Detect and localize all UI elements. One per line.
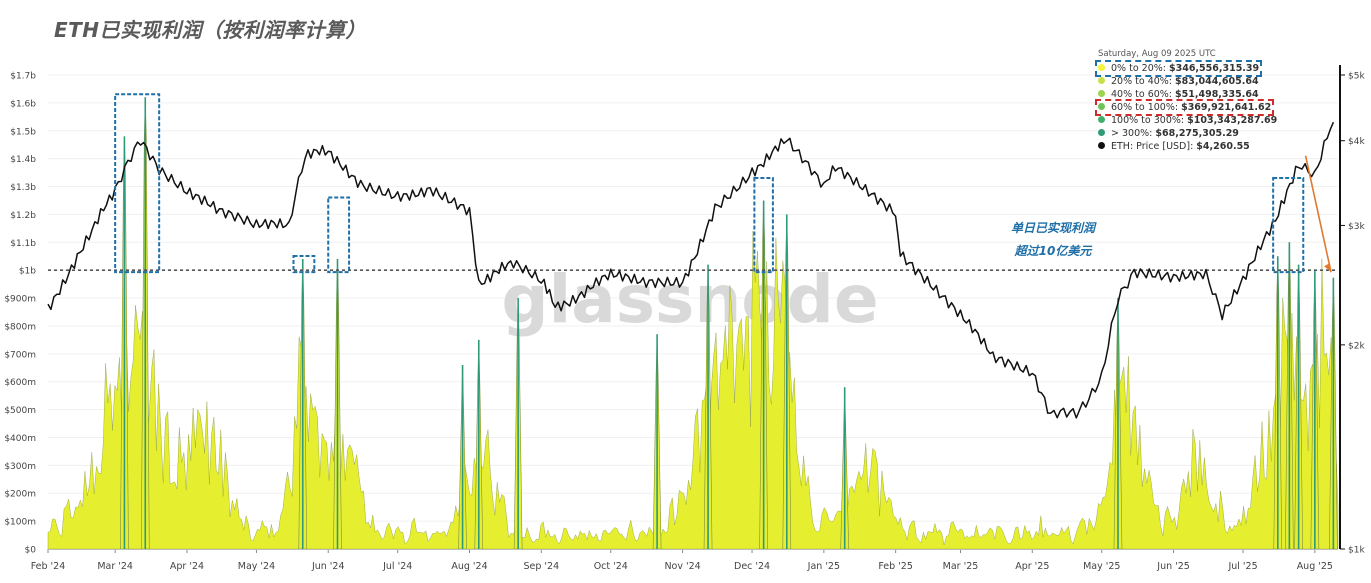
x-axis-tick-label: Jan '25 <box>807 561 840 572</box>
chart-title: ETH已实现利润（按利润率计算） <box>54 18 367 42</box>
x-axis-tick-label: May '25 <box>1083 561 1120 572</box>
legend-value: $68,275,305.29 <box>1155 128 1239 139</box>
highlight-box <box>114 93 161 274</box>
left-axis-tick-label: $300m <box>4 462 36 472</box>
legend-value: $369,921,641.62 <box>1181 102 1272 113</box>
legend-date: Saturday, Aug 09 2025 UTC <box>1098 49 1216 59</box>
x-axis-tick-label: Feb '25 <box>878 561 913 572</box>
legend-value: $346,556,315.39 <box>1168 63 1260 74</box>
legend-tooltip: Saturday, Aug 09 2025 UTC 0% to 20%: $34… <box>1092 49 1277 153</box>
x-axis-tick-label: Mar '24 <box>97 561 133 572</box>
legend-label: 0% to 20%: <box>1111 63 1169 74</box>
legend-item: 0% to 20%: $346,556,315.39 <box>1092 60 1272 77</box>
legend-item-content: 40% to 60%: $51,498,335.64 <box>1098 89 1259 100</box>
left-axis-tick-label: $700m <box>4 350 36 360</box>
left-axis-tick-label: $1.1b <box>10 239 36 249</box>
legend-value: $103,343,287.69 <box>1187 115 1278 126</box>
axis-layer: $0 $100m $200m $300m $400m $500m $600m $700m $80… <box>4 65 1365 572</box>
x-axis-tick-label: Apr '25 <box>1015 561 1049 572</box>
price-line-layer <box>47 121 1335 419</box>
legend-label: 40% to 60%: <box>1111 89 1176 100</box>
legend-item: ETH: Price [USD]: $4,260.55 <box>1092 140 1272 153</box>
legend-item: 20% to 40%: $83,044,605.64 <box>1092 75 1272 88</box>
highlight-box-layer <box>114 93 1332 274</box>
legend-rows: 0% to 20%: $346,556,315.39 20% to 40%: $8… <box>1092 60 1277 153</box>
legend-dot-icon <box>1098 90 1105 97</box>
legend-label: 20% to 40%: <box>1111 76 1176 87</box>
x-axis-tick-label: Jun '24 <box>311 561 345 572</box>
legend-dot-icon <box>1098 116 1105 123</box>
legend-label: 60% to 100%: <box>1111 102 1182 113</box>
legend-label: > 300%: <box>1111 128 1156 139</box>
legend-dot-icon <box>1098 129 1105 136</box>
left-axis-tick-label: $100m <box>4 518 36 528</box>
right-axis-tick-label: $4k <box>1348 137 1365 147</box>
legend-dot-icon <box>1098 103 1105 110</box>
x-axis-tick-label: Aug '25 <box>1297 561 1333 572</box>
annotation-line1: 单日已实现利润 <box>1010 221 1095 235</box>
highlight-box <box>753 176 774 274</box>
legend-item-content: > 300%: $68,275,305.29 <box>1098 128 1239 139</box>
legend-item: 40% to 60%: $51,498,335.64 <box>1092 88 1272 101</box>
left-axis-tick-label: $200m <box>4 490 36 500</box>
right-axis-tick-label: $5k <box>1348 72 1365 82</box>
legend-value: $51,498,335.64 <box>1175 89 1259 100</box>
right-axis-tick-label: $1k <box>1348 546 1365 556</box>
left-axis-tick-label: $400m <box>4 434 36 444</box>
annotation-line2: 超过10亿美元 <box>1014 244 1092 258</box>
x-axis-tick-label: Aug '24 <box>451 561 487 572</box>
left-axis-tick-label: $600m <box>4 378 36 388</box>
left-axis-tick-label: $500m <box>4 406 36 416</box>
legend-item: 100% to 300%: $103,343,287.69 <box>1092 114 1277 127</box>
x-axis-tick-label: Dec '24 <box>734 561 770 572</box>
legend-dot-icon <box>1098 142 1105 149</box>
x-axis-tick-label: Jul '25 <box>1227 561 1257 572</box>
x-axis-tick-label: Nov '24 <box>664 561 700 572</box>
legend-item-content: 60% to 100%: $369,921,641.62 <box>1094 99 1275 116</box>
left-axis-tick-label: $1.4b <box>10 155 36 165</box>
legend-dot-icon <box>1098 64 1105 71</box>
left-axis-tick-label: $1b <box>19 267 36 277</box>
legend-item-content: 0% to 20%: $346,556,315.39 <box>1094 60 1263 77</box>
left-axis-tick-label: $1.7b <box>10 72 36 82</box>
legend-item-content: 20% to 40%: $83,044,605.64 <box>1098 76 1259 87</box>
left-axis-tick-label: $1.3b <box>10 183 36 193</box>
legend-item-content: ETH: Price [USD]: $4,260.55 <box>1098 141 1250 152</box>
legend-dot-icon <box>1098 77 1105 84</box>
arrow-head <box>1324 263 1332 273</box>
left-axis-tick-label: $0 <box>25 546 37 556</box>
left-axis-tick-label: $1.2b <box>10 211 36 221</box>
legend-label: 100% to 300%: <box>1111 115 1188 126</box>
x-axis-tick-label: Oct '24 <box>594 561 628 572</box>
legend-item: > 300%: $68,275,305.29 <box>1092 127 1272 140</box>
left-axis-tick-label: $1.5b <box>10 127 36 137</box>
highlight-box <box>1272 176 1305 274</box>
eth-price-line <box>47 121 1335 419</box>
legend-item: 60% to 100%: $369,921,641.62 <box>1092 99 1275 116</box>
x-axis-tick-label: Jul '24 <box>382 561 412 572</box>
arrow-line <box>1304 155 1332 273</box>
x-axis-tick-label: Jun '25 <box>1156 561 1190 572</box>
legend-value: $83,044,605.64 <box>1175 76 1259 87</box>
left-axis-tick-label: $1.6b <box>10 99 36 109</box>
x-axis-tick-label: May '24 <box>238 561 275 572</box>
x-axis-tick-label: Feb '24 <box>31 561 66 572</box>
left-axis-tick-label: $900m <box>4 295 36 305</box>
left-axis-tick-label: $800m <box>4 322 36 332</box>
right-axis-tick-label: $2k <box>1348 341 1365 351</box>
legend-value: $4,260.55 <box>1196 141 1250 152</box>
legend-item-content: 100% to 300%: $103,343,287.69 <box>1098 115 1277 126</box>
band-0-20-area <box>47 230 1339 550</box>
x-axis-tick-label: Apr '24 <box>170 561 204 572</box>
x-axis-tick-label: Mar '25 <box>943 561 979 572</box>
highlight-box <box>327 196 351 274</box>
watermark-text: glassnode <box>501 261 878 338</box>
x-axis-tick-label: Sep '24 <box>523 561 559 572</box>
right-axis-tick-label: $3k <box>1348 222 1365 232</box>
legend-label: ETH: Price [USD]: <box>1111 141 1197 152</box>
